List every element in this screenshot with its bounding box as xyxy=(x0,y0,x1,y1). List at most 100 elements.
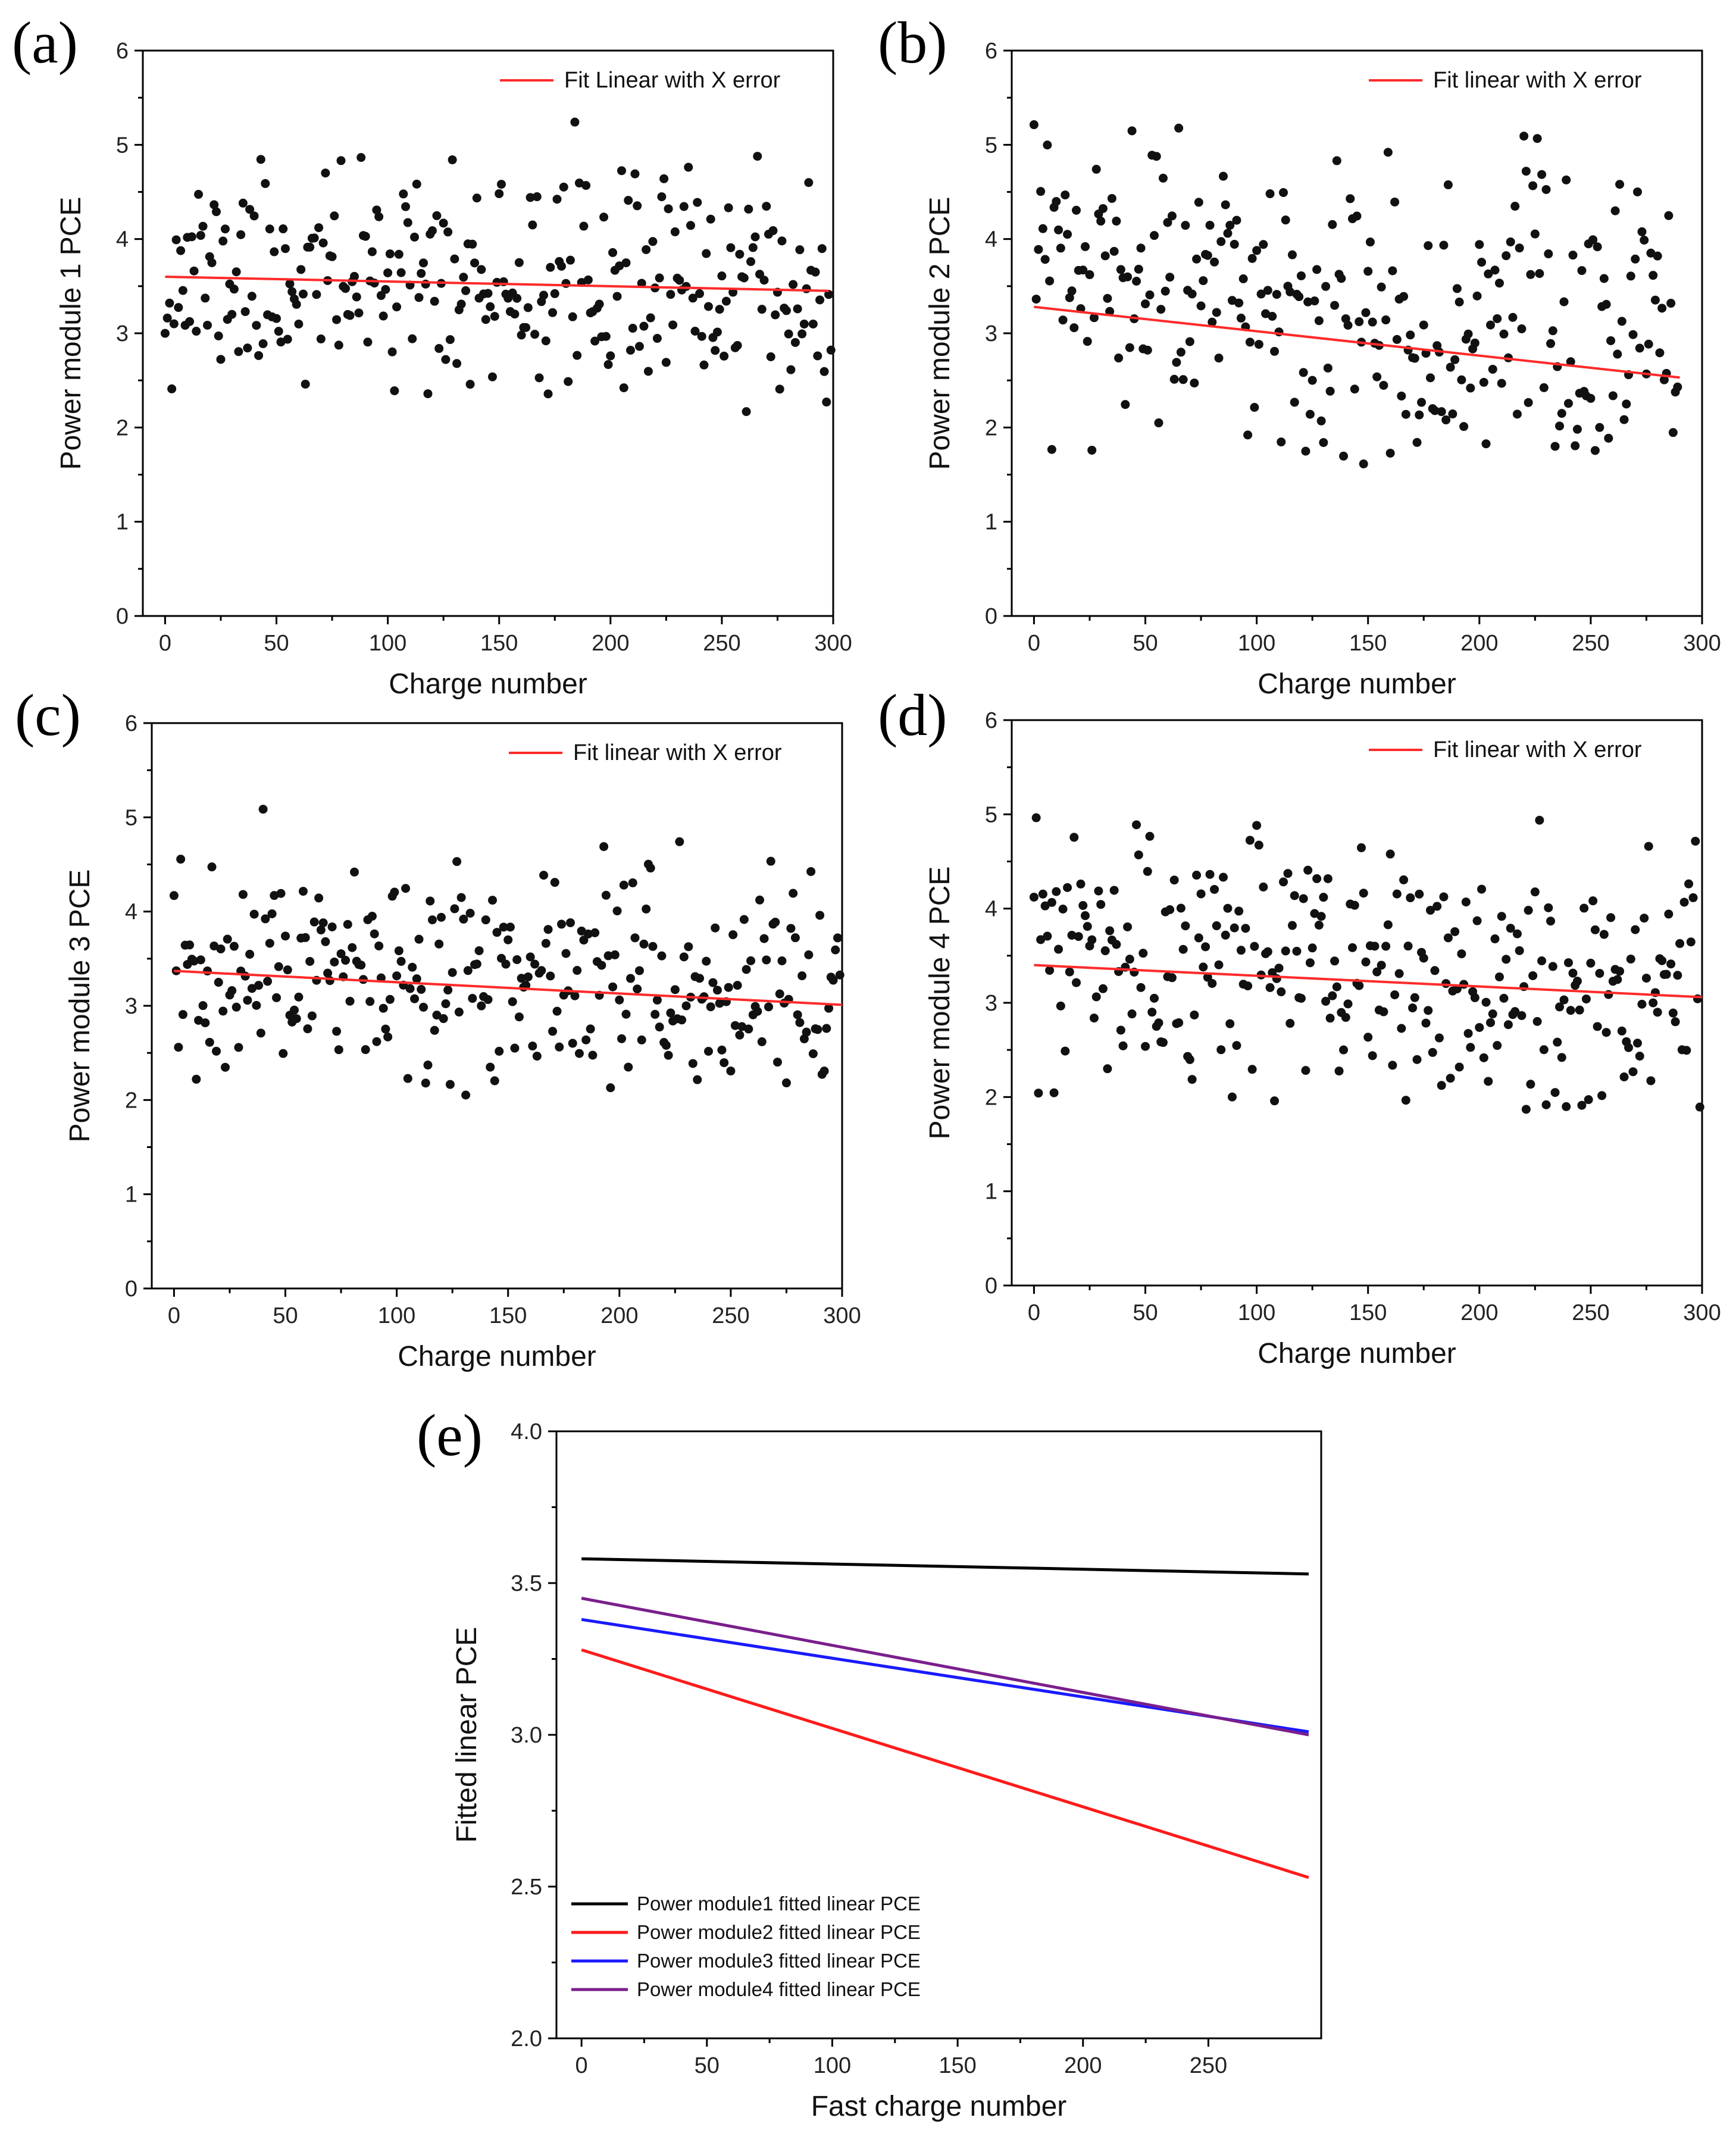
data-point xyxy=(1339,1045,1349,1055)
data-point xyxy=(1448,409,1457,419)
data-point xyxy=(232,267,241,277)
data-point xyxy=(405,984,415,993)
scatter-series xyxy=(169,805,844,1100)
fit-line xyxy=(165,276,829,292)
data-point xyxy=(661,358,671,367)
data-point xyxy=(334,340,343,350)
data-point xyxy=(739,915,749,924)
data-point xyxy=(227,986,237,996)
data-point xyxy=(1038,224,1047,233)
data-point xyxy=(214,331,223,340)
data-point xyxy=(1185,1055,1194,1064)
data-point xyxy=(1091,164,1101,174)
data-point xyxy=(1424,241,1433,251)
data-point xyxy=(1036,187,1046,196)
x-axis-title: Charge number xyxy=(389,668,587,700)
y-tick-label: 2 xyxy=(985,1085,997,1110)
data-point xyxy=(243,996,252,1005)
data-point xyxy=(1559,297,1569,306)
x-tick-label: 300 xyxy=(1683,1300,1721,1325)
y-tick-label: 6 xyxy=(985,708,997,733)
data-point xyxy=(423,1061,433,1070)
data-point xyxy=(795,245,805,255)
data-point xyxy=(1067,930,1077,940)
data-point xyxy=(715,999,724,1008)
data-point xyxy=(721,296,731,306)
data-point xyxy=(715,305,724,314)
data-point xyxy=(808,1049,818,1059)
y-tick-label: 0 xyxy=(125,1277,137,1302)
data-point xyxy=(294,320,304,329)
legend-label: Power module1 fitted linear PCE xyxy=(637,1893,921,1915)
data-point xyxy=(601,890,611,900)
data-point xyxy=(307,1011,317,1021)
data-point xyxy=(1301,446,1310,456)
y-tick-label: 4 xyxy=(116,227,129,252)
data-point xyxy=(1040,901,1050,911)
data-point xyxy=(452,359,462,368)
data-point xyxy=(1176,903,1186,913)
data-point xyxy=(376,973,386,983)
data-point xyxy=(681,1001,691,1011)
data-point xyxy=(1532,1016,1542,1026)
y-tick-label: 3.5 xyxy=(511,1571,542,1596)
data-point xyxy=(777,236,787,246)
data-point xyxy=(427,915,437,925)
data-point xyxy=(777,956,787,966)
data-point xyxy=(503,935,513,944)
data-point xyxy=(695,974,705,983)
data-point xyxy=(392,302,402,312)
data-point xyxy=(772,1058,782,1067)
data-point xyxy=(546,971,555,981)
data-point xyxy=(1588,235,1598,245)
data-point xyxy=(775,384,784,394)
data-point xyxy=(541,939,550,948)
data-point xyxy=(1365,237,1375,247)
y-axis-title: Power module 1 PCE xyxy=(55,197,87,470)
data-point xyxy=(759,934,769,943)
data-point xyxy=(1415,889,1424,899)
data-point xyxy=(1350,384,1359,394)
data-point xyxy=(568,312,577,321)
data-point xyxy=(1664,211,1674,220)
data-point xyxy=(1243,430,1253,440)
x-tick-label: 300 xyxy=(814,631,852,656)
data-point xyxy=(1519,132,1529,141)
data-point xyxy=(1100,251,1110,261)
data-point xyxy=(189,956,199,966)
data-point xyxy=(1196,889,1206,899)
data-point xyxy=(1666,299,1676,308)
data-point xyxy=(1399,875,1409,884)
data-point xyxy=(537,966,546,975)
data-point xyxy=(835,970,844,980)
data-point xyxy=(528,1041,537,1051)
data-point xyxy=(648,237,658,246)
data-point xyxy=(670,985,680,994)
data-point xyxy=(1230,239,1239,249)
data-point xyxy=(1236,314,1246,323)
data-point xyxy=(1691,836,1700,846)
data-point xyxy=(1152,152,1161,161)
data-point xyxy=(196,955,205,965)
data-point xyxy=(712,327,722,337)
data-point xyxy=(1695,1102,1704,1112)
data-point xyxy=(1530,229,1540,239)
data-point xyxy=(216,944,226,953)
data-point xyxy=(757,305,767,314)
data-point xyxy=(568,1039,577,1048)
data-point xyxy=(249,909,259,919)
data-point xyxy=(1608,391,1618,401)
data-point xyxy=(1506,237,1515,246)
data-point xyxy=(265,224,274,234)
data-point xyxy=(1641,974,1651,983)
data-point xyxy=(1049,1088,1059,1097)
data-point xyxy=(1208,978,1217,988)
data-point xyxy=(1425,905,1435,915)
data-point xyxy=(781,1078,791,1088)
data-point xyxy=(1072,978,1081,987)
data-point xyxy=(1606,336,1616,345)
data-point xyxy=(1290,398,1299,407)
data-point xyxy=(198,221,208,231)
data-point xyxy=(510,1043,520,1053)
data-point xyxy=(595,299,604,309)
